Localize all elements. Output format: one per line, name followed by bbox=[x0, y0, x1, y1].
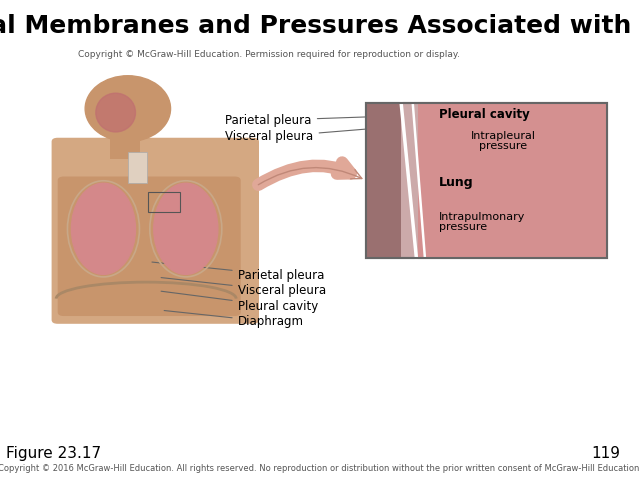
FancyBboxPatch shape bbox=[52, 138, 259, 324]
Text: 119: 119 bbox=[592, 446, 621, 461]
FancyBboxPatch shape bbox=[418, 103, 607, 258]
Text: pressure: pressure bbox=[439, 222, 487, 232]
Text: Lung: Lung bbox=[439, 176, 474, 189]
FancyBboxPatch shape bbox=[365, 103, 401, 258]
Text: Pleural cavity: Pleural cavity bbox=[161, 291, 318, 313]
Text: Diaphragm: Diaphragm bbox=[164, 311, 303, 328]
FancyBboxPatch shape bbox=[365, 103, 607, 258]
Ellipse shape bbox=[85, 76, 170, 142]
Ellipse shape bbox=[154, 183, 218, 275]
FancyArrowPatch shape bbox=[259, 163, 351, 185]
Text: Parietal pleura: Parietal pleura bbox=[225, 114, 378, 127]
Text: Figure 23.17: Figure 23.17 bbox=[6, 446, 102, 461]
Ellipse shape bbox=[96, 93, 136, 132]
Text: pressure: pressure bbox=[479, 141, 527, 151]
FancyBboxPatch shape bbox=[109, 130, 140, 159]
Text: Intrapleural: Intrapleural bbox=[470, 131, 536, 141]
Text: Visceral pleura: Visceral pleura bbox=[161, 277, 326, 297]
FancyArrowPatch shape bbox=[259, 168, 362, 185]
Text: Copyright © McGraw-Hill Education. Permission required for reproduction or displ: Copyright © McGraw-Hill Education. Permi… bbox=[78, 50, 460, 60]
FancyBboxPatch shape bbox=[58, 177, 241, 316]
FancyBboxPatch shape bbox=[128, 152, 147, 183]
Ellipse shape bbox=[72, 183, 136, 275]
Text: Visceral pleura: Visceral pleura bbox=[225, 126, 399, 144]
Text: Pleural Membranes and Pressures Associated with Lungs: Pleural Membranes and Pressures Associat… bbox=[0, 14, 640, 38]
Text: Intrapulmonary: Intrapulmonary bbox=[439, 212, 525, 222]
Text: Copyright © 2016 McGraw-Hill Education. All rights reserved. No reproduction or : Copyright © 2016 McGraw-Hill Education. … bbox=[0, 464, 640, 473]
Text: Pleural cavity: Pleural cavity bbox=[439, 108, 530, 121]
Text: Parietal pleura: Parietal pleura bbox=[152, 262, 324, 282]
